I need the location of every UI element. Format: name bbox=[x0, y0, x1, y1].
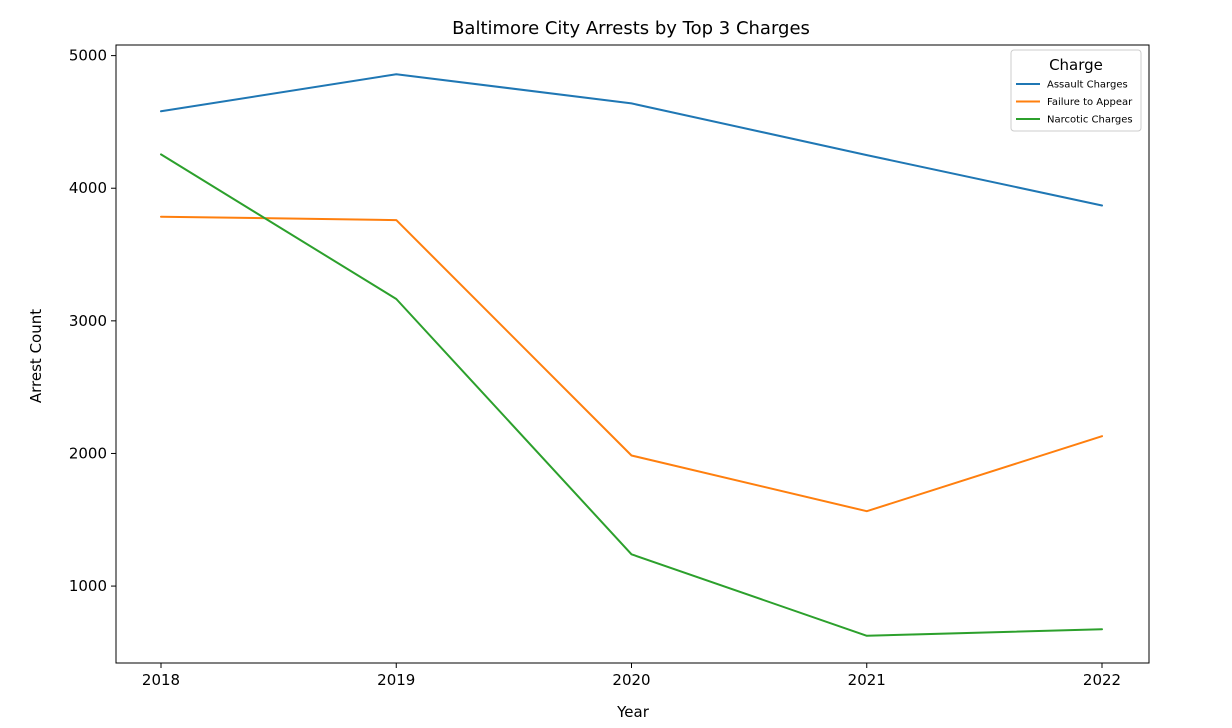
legend-entries: Assault Charges Failure to Appear Narcotic… bbox=[1016, 80, 1133, 126]
plot-lines bbox=[160, 73, 1103, 637]
y-tick-label: 2000 bbox=[69, 444, 107, 462]
plot-frame bbox=[115, 44, 1150, 664]
x-tick-label: 2020 bbox=[612, 671, 650, 689]
x-tick-label: 2019 bbox=[377, 671, 415, 689]
y-tick-label: 4000 bbox=[69, 179, 107, 197]
y-axis-ticks: 1000 2000 3000 4000 5000 bbox=[69, 47, 116, 595]
x-tick-label: 2022 bbox=[1083, 671, 1121, 689]
x-tick-label: 2018 bbox=[142, 671, 180, 689]
legend-entry-label: Failure to Appear bbox=[1047, 97, 1133, 108]
y-tick-label: 5000 bbox=[69, 47, 107, 65]
legend-entry-label: Assault Charges bbox=[1047, 80, 1128, 91]
legend: Charge Assault Charges Failure to Appear N… bbox=[1010, 49, 1142, 132]
y-axis-label: Arrest Count bbox=[27, 309, 45, 403]
series-line-narcotic-charges bbox=[160, 153, 1103, 637]
chart-title: Baltimore City Arrests by Top 3 Charges bbox=[452, 18, 810, 39]
x-tick-label: 2021 bbox=[848, 671, 886, 689]
y-tick-label: 3000 bbox=[69, 312, 107, 330]
legend-entry-label: Narcotic Charges bbox=[1047, 115, 1133, 126]
series-line-assault-charges bbox=[160, 73, 1103, 207]
legend-box bbox=[1010, 49, 1142, 132]
x-axis-label: Year bbox=[616, 703, 650, 721]
y-tick-label: 1000 bbox=[69, 577, 107, 595]
x-axis-ticks: 2018 2019 2020 2021 2022 bbox=[142, 663, 1121, 689]
legend-title: Charge bbox=[1049, 56, 1103, 74]
series-line-failure-to-appear bbox=[160, 215, 1103, 513]
